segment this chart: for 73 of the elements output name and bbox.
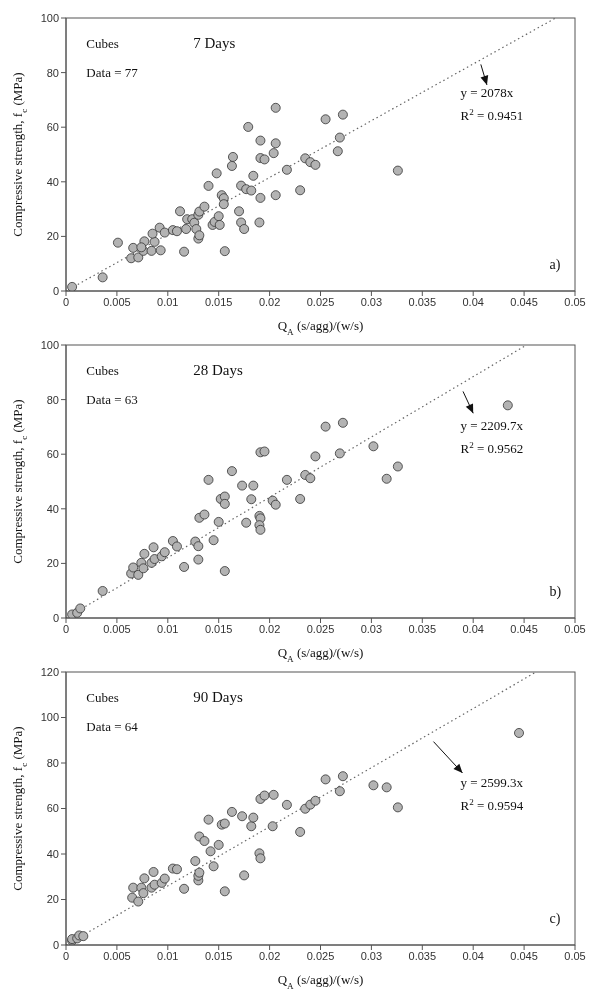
y-tick-label: 60 (46, 802, 59, 815)
annotation: R$^{2}$ = 0.9562 (460, 439, 524, 456)
x-tick-label: 0.045 (510, 295, 538, 308)
annotation: Cubes (86, 363, 119, 379)
y-tick-label: 20 (46, 557, 59, 570)
y-tick-label: 0 (52, 938, 59, 951)
y-tick-label: 80 (46, 393, 59, 406)
x-tick-label: 0.05 (564, 622, 586, 635)
annotation: y = 2209.7x (460, 417, 524, 433)
x-axis-title: Q$_{A}$ (s/agg)/(w/s) (277, 645, 364, 664)
x-tick-label: 0.02 (258, 949, 281, 962)
y-tick-label: 100 (40, 338, 59, 351)
x-tick-label: 0.01 (157, 295, 179, 308)
x-tick-label: 0.04 (462, 949, 484, 962)
y-tick-label: 120 (40, 665, 59, 678)
y-tick-label: 80 (46, 66, 59, 79)
x-tick-label: 0.035 (408, 949, 437, 962)
x-tick-label: 0.02 (258, 622, 281, 635)
y-tick-label: 40 (46, 502, 59, 515)
annotation: y = 2599.3x (460, 774, 524, 790)
x-tick-label: 0.025 (306, 622, 335, 635)
x-tick-label: 0.03 (360, 622, 383, 635)
x-tick-label: 0.005 (103, 622, 131, 635)
x-tick-label: 0 (62, 622, 70, 635)
annotation: b) (549, 584, 562, 601)
annotation: Data = 63 (86, 391, 138, 407)
text: 90 Days (193, 689, 243, 706)
y-tick-label: 60 (46, 448, 59, 461)
x-tick-label: 0.02 (258, 295, 281, 308)
x-tick-label: 0.045 (510, 622, 538, 635)
x-tick-label: 0.025 (306, 949, 335, 962)
x-tick-label: 0.005 (103, 295, 131, 308)
annotation: Cubes (86, 690, 119, 706)
x-tick-label: 0.015 (204, 949, 233, 962)
x-tick-label: 0.04 (462, 295, 484, 308)
x-tick-label: 0.015 (204, 622, 233, 635)
x-tick-label: 0.05 (564, 295, 586, 308)
x-tick-label: 0.05 (564, 949, 586, 962)
y-tick-label: 0 (52, 611, 59, 624)
x-tick-label: 0.03 (360, 949, 383, 962)
x-tick-label: 0.015 (204, 295, 233, 308)
x-tick-label: 0.035 (408, 295, 437, 308)
text: 7 Days (193, 35, 236, 52)
annotation: y = 2078x (460, 85, 514, 101)
y-tick-label: 40 (46, 847, 59, 860)
annotation: R$^{2}$ = 0.9451 (460, 107, 524, 124)
y-tick-label: 20 (46, 230, 59, 243)
annotation: c) (549, 911, 561, 928)
annotation: R$^{2}$ = 0.9594 (460, 796, 524, 813)
x-tick-label: 0.045 (510, 949, 538, 962)
y-tick-label: 100 (40, 11, 59, 24)
x-axis-title: Q$_{A}$ (s/agg)/(w/s) (277, 972, 364, 991)
annotation: Cubes (86, 36, 119, 52)
y-tick-label: 20 (46, 893, 59, 906)
y-tick-label: 0 (52, 284, 59, 297)
x-tick-label: 0.03 (360, 295, 383, 308)
y-tick-label: 100 (40, 711, 59, 724)
x-tick-label: 0.005 (103, 949, 131, 962)
annotation: a) (549, 257, 561, 274)
annotation: Data = 77 (86, 64, 139, 80)
x-tick-label: 0.01 (157, 949, 179, 962)
y-tick-label: 80 (46, 756, 59, 769)
x-tick-label: 0.01 (157, 622, 179, 635)
y-tick-label: 60 (46, 121, 59, 134)
x-tick-label: 0 (62, 949, 70, 962)
x-tick-label: 0 (62, 295, 70, 308)
x-tick-label: 0.04 (462, 622, 484, 635)
x-tick-label: 0.025 (306, 295, 335, 308)
annotation: Data = 64 (86, 718, 139, 734)
y-tick-label: 40 (46, 175, 59, 188)
x-axis-title: Q$_{A}$ (s/agg)/(w/s) (277, 318, 364, 337)
text: 28 Days (193, 362, 243, 379)
x-tick-label: 0.035 (408, 622, 437, 635)
